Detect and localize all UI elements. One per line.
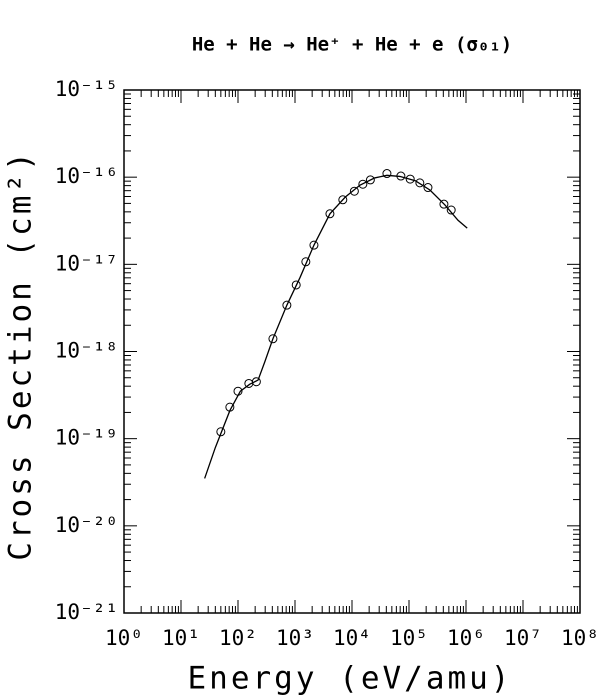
x-tick-label: 10⁴ <box>333 626 371 650</box>
y-tick-label: 10⁻¹⁶ <box>55 164 118 188</box>
y-tick-label: 10⁻¹⁸ <box>55 339 118 363</box>
data-point <box>358 179 368 189</box>
x-axis-label: Energy (eV/amu) <box>188 661 513 696</box>
data-point <box>325 209 335 219</box>
fit-curve <box>204 174 468 479</box>
data-point <box>338 195 348 205</box>
data-point <box>382 169 392 179</box>
x-tick-label: 10⁷ <box>504 626 542 650</box>
y-axis-label: Cross Section (cm²) <box>3 149 39 561</box>
y-tick-label: 10⁻¹⁹ <box>55 426 118 450</box>
x-tick-label: 10⁵ <box>390 626 428 650</box>
data-point <box>365 175 375 185</box>
x-tick-label: 10⁸ <box>561 626 598 650</box>
data-point <box>349 186 359 196</box>
data-point <box>423 183 433 193</box>
y-tick-label: 10⁻¹⁷ <box>55 251 118 275</box>
data-point <box>251 377 261 387</box>
data-point <box>268 334 278 344</box>
data-point <box>301 257 311 267</box>
data-point <box>309 240 319 250</box>
data-point <box>415 178 425 188</box>
y-tick-label: 10⁻²¹ <box>55 600 118 624</box>
plot-frame <box>123 89 581 614</box>
data-point <box>405 174 415 184</box>
y-tick-label: 10⁻¹⁵ <box>55 77 118 101</box>
data-point <box>446 205 456 215</box>
data-point <box>439 199 449 209</box>
x-tick-label: 10⁰ <box>105 626 143 650</box>
x-tick-label: 10³ <box>276 626 314 650</box>
data-point <box>282 300 292 310</box>
x-tick-label: 10¹ <box>162 626 200 650</box>
chart-title: He + He → He⁺ + He + e (σ₀₁) <box>192 34 512 56</box>
data-point <box>291 280 301 290</box>
x-tick-label: 10² <box>219 626 257 650</box>
y-tick-label: 10⁻²⁰ <box>55 513 118 537</box>
x-tick-label: 10⁶ <box>447 626 485 650</box>
data-point <box>216 427 226 437</box>
